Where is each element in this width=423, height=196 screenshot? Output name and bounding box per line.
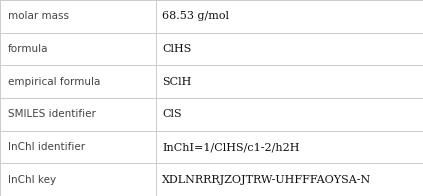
Text: formula: formula xyxy=(8,44,48,54)
Text: molar mass: molar mass xyxy=(8,11,69,21)
Text: 68.53 g/mol: 68.53 g/mol xyxy=(162,11,229,21)
Text: ClHS: ClHS xyxy=(162,44,191,54)
Text: XDLNRRRJZOJTRW-UHFFFAOYSA-N: XDLNRRRJZOJTRW-UHFFFAOYSA-N xyxy=(162,175,371,185)
Text: empirical formula: empirical formula xyxy=(8,77,100,87)
Text: SMILES identifier: SMILES identifier xyxy=(8,109,96,119)
Text: ClS: ClS xyxy=(162,109,181,119)
Text: InChI key: InChI key xyxy=(8,175,56,185)
Text: InChI=1/ClHS/c1-2/h2H: InChI=1/ClHS/c1-2/h2H xyxy=(162,142,299,152)
Text: InChI identifier: InChI identifier xyxy=(8,142,85,152)
Text: SClH: SClH xyxy=(162,77,191,87)
